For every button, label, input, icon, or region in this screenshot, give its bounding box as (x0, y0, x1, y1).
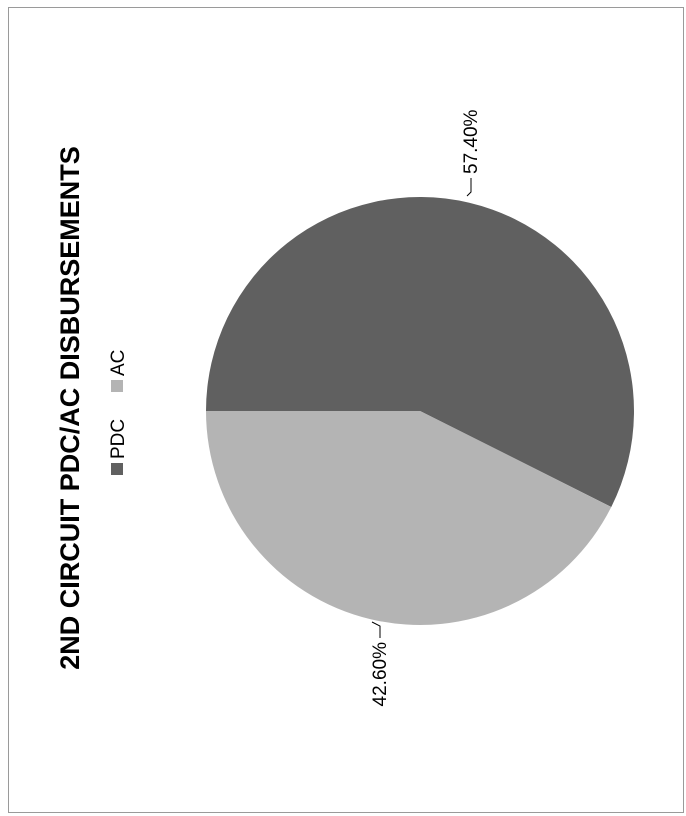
pie-slices (206, 197, 634, 625)
data-label-pdc: 57.40% (461, 109, 482, 174)
legend-swatch-pdc (111, 463, 123, 475)
label-leader-ac (371, 621, 381, 638)
legend-label-pdc: PDC (108, 419, 129, 459)
legend-swatch-ac (111, 380, 123, 392)
label-leader-pdc (466, 178, 472, 197)
pie-slice-pdc (206, 197, 634, 507)
chart-title: 2ND CIRCUIT PDC/AC DISBURSEMENTS (55, 146, 85, 670)
legend-label-ac: AC (108, 350, 129, 376)
pie-slice-ac (206, 411, 612, 625)
legend: PDC AC (108, 350, 129, 475)
data-label-ac: 42.60% (370, 642, 391, 707)
